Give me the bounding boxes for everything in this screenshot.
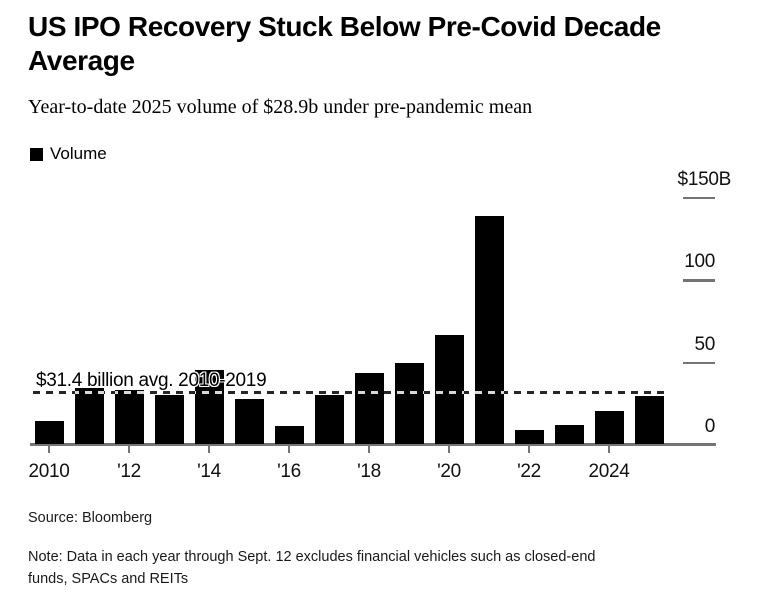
x-tick-label-2018: '18 [357,461,381,482]
x-tick-label-2020: '20 [437,461,461,482]
chart-subtitle: Year-to-date 2025 volume of $28.9b under… [28,96,533,118]
bar-2025 [634,396,664,444]
source-note: Source: Bloomberg [28,510,153,526]
x-tick-2020 [448,445,450,453]
legend-volume-swatch-icon [30,147,43,161]
x-tick-label-2016: '16 [277,461,301,482]
bar-2024 [594,411,624,444]
chart-title: US IPO Recovery Stuck Below Pre-Covid De… [28,11,661,76]
avg-reference-line [33,390,664,394]
avg-line-label: $31.4 billion avg. 2010-2019 [36,370,267,392]
bar-2023 [554,425,584,444]
x-tick-2018 [368,445,370,453]
bar-2019 [394,363,424,444]
y-tick-label-100: 100 [684,251,715,272]
bar-2012 [114,389,144,444]
bar-2015 [234,399,264,444]
bar-2020 [434,335,464,444]
y-tick-label-150: $150B [677,168,732,190]
x-tick-label-2024: 2024 [588,461,630,482]
y-tick-50 [683,361,715,364]
x-tick-label-2010: 2010 [28,461,70,482]
bar-2022 [514,429,544,444]
y-tick-label-0: 0 [704,416,716,437]
y-tick-100 [683,279,715,282]
bar-2018 [354,373,384,444]
bar-2021 [474,216,504,444]
x-tick-2024 [608,445,610,453]
x-tick-2014 [208,445,210,453]
x-tick-2010 [48,445,50,453]
x-tick-2022 [528,445,530,453]
methodology-note-line-2: funds, SPACs and REITs [28,571,189,587]
y-tick-label-50: 50 [694,333,715,355]
legend: Volume [30,144,107,164]
y-tick-150 [683,196,715,199]
bar-2014 [194,369,224,444]
x-tick-label-2022: '22 [517,461,541,482]
bar-2010 [34,420,64,444]
bar-2011 [74,387,104,444]
x-tick-label-2012: '12 [117,461,141,482]
x-tick-2016 [288,445,290,453]
bar-2016 [274,425,304,444]
x-axis-line [30,443,716,446]
x-tick-label-2014: '14 [197,461,221,482]
bar-2017 [314,394,344,444]
x-tick-2012 [128,445,130,453]
bar-2013 [154,394,184,444]
legend-volume-label: Volume [50,144,107,163]
methodology-note-line-1: Note: Data in each year through Sept. 12… [28,549,596,565]
methodology-note: Note: Data in each year through Sept. 12… [28,546,595,590]
